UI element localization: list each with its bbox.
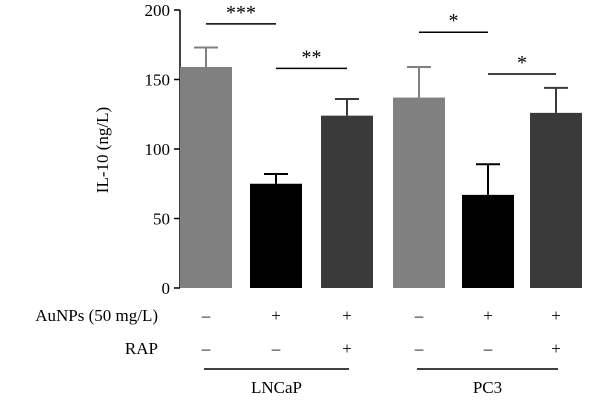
bar (393, 97, 445, 288)
rap-sign: – (414, 339, 424, 358)
rap-sign: + (342, 339, 352, 358)
significance-label: ** (302, 46, 322, 68)
bars (180, 46, 582, 289)
group-label: LNCaP (251, 378, 302, 397)
aunps-sign: – (414, 306, 424, 325)
aunps-sign: – (201, 306, 211, 325)
bar (250, 183, 302, 288)
y-tick-label: 0 (162, 279, 171, 298)
bar (180, 66, 232, 289)
significance-label: * (449, 10, 459, 32)
aunps-sign: + (342, 306, 352, 325)
significance-markers: ******* (206, 2, 556, 75)
aunps-sign: + (271, 306, 281, 325)
bar (321, 115, 373, 288)
significance-label: *** (226, 2, 256, 24)
rap-sign: – (271, 339, 281, 358)
y-tick-label: 50 (153, 210, 170, 229)
rap-sign: + (551, 339, 561, 358)
y-tick-label: 100 (145, 140, 171, 159)
aunps-sign: + (551, 306, 561, 325)
bar (462, 194, 514, 288)
aunps-row-label: AuNPs (50 mg/L) (35, 306, 158, 325)
y-tick-label: 150 (145, 71, 171, 90)
y-axis: 0 50 100 150 200 (145, 1, 181, 298)
aunps-sign: + (483, 306, 493, 325)
bar (530, 112, 582, 288)
condition-table: – + + – + + – – + – – + LNCaP PC3 (201, 306, 561, 397)
y-tick-label: 200 (145, 1, 171, 20)
group-label: PC3 (473, 378, 502, 397)
significance-label: * (517, 52, 527, 74)
y-axis-label: IL-10 (ng/L) (93, 107, 112, 193)
rap-sign: – (201, 339, 211, 358)
rap-row-label: RAP (125, 339, 158, 358)
rap-sign: – (483, 339, 493, 358)
